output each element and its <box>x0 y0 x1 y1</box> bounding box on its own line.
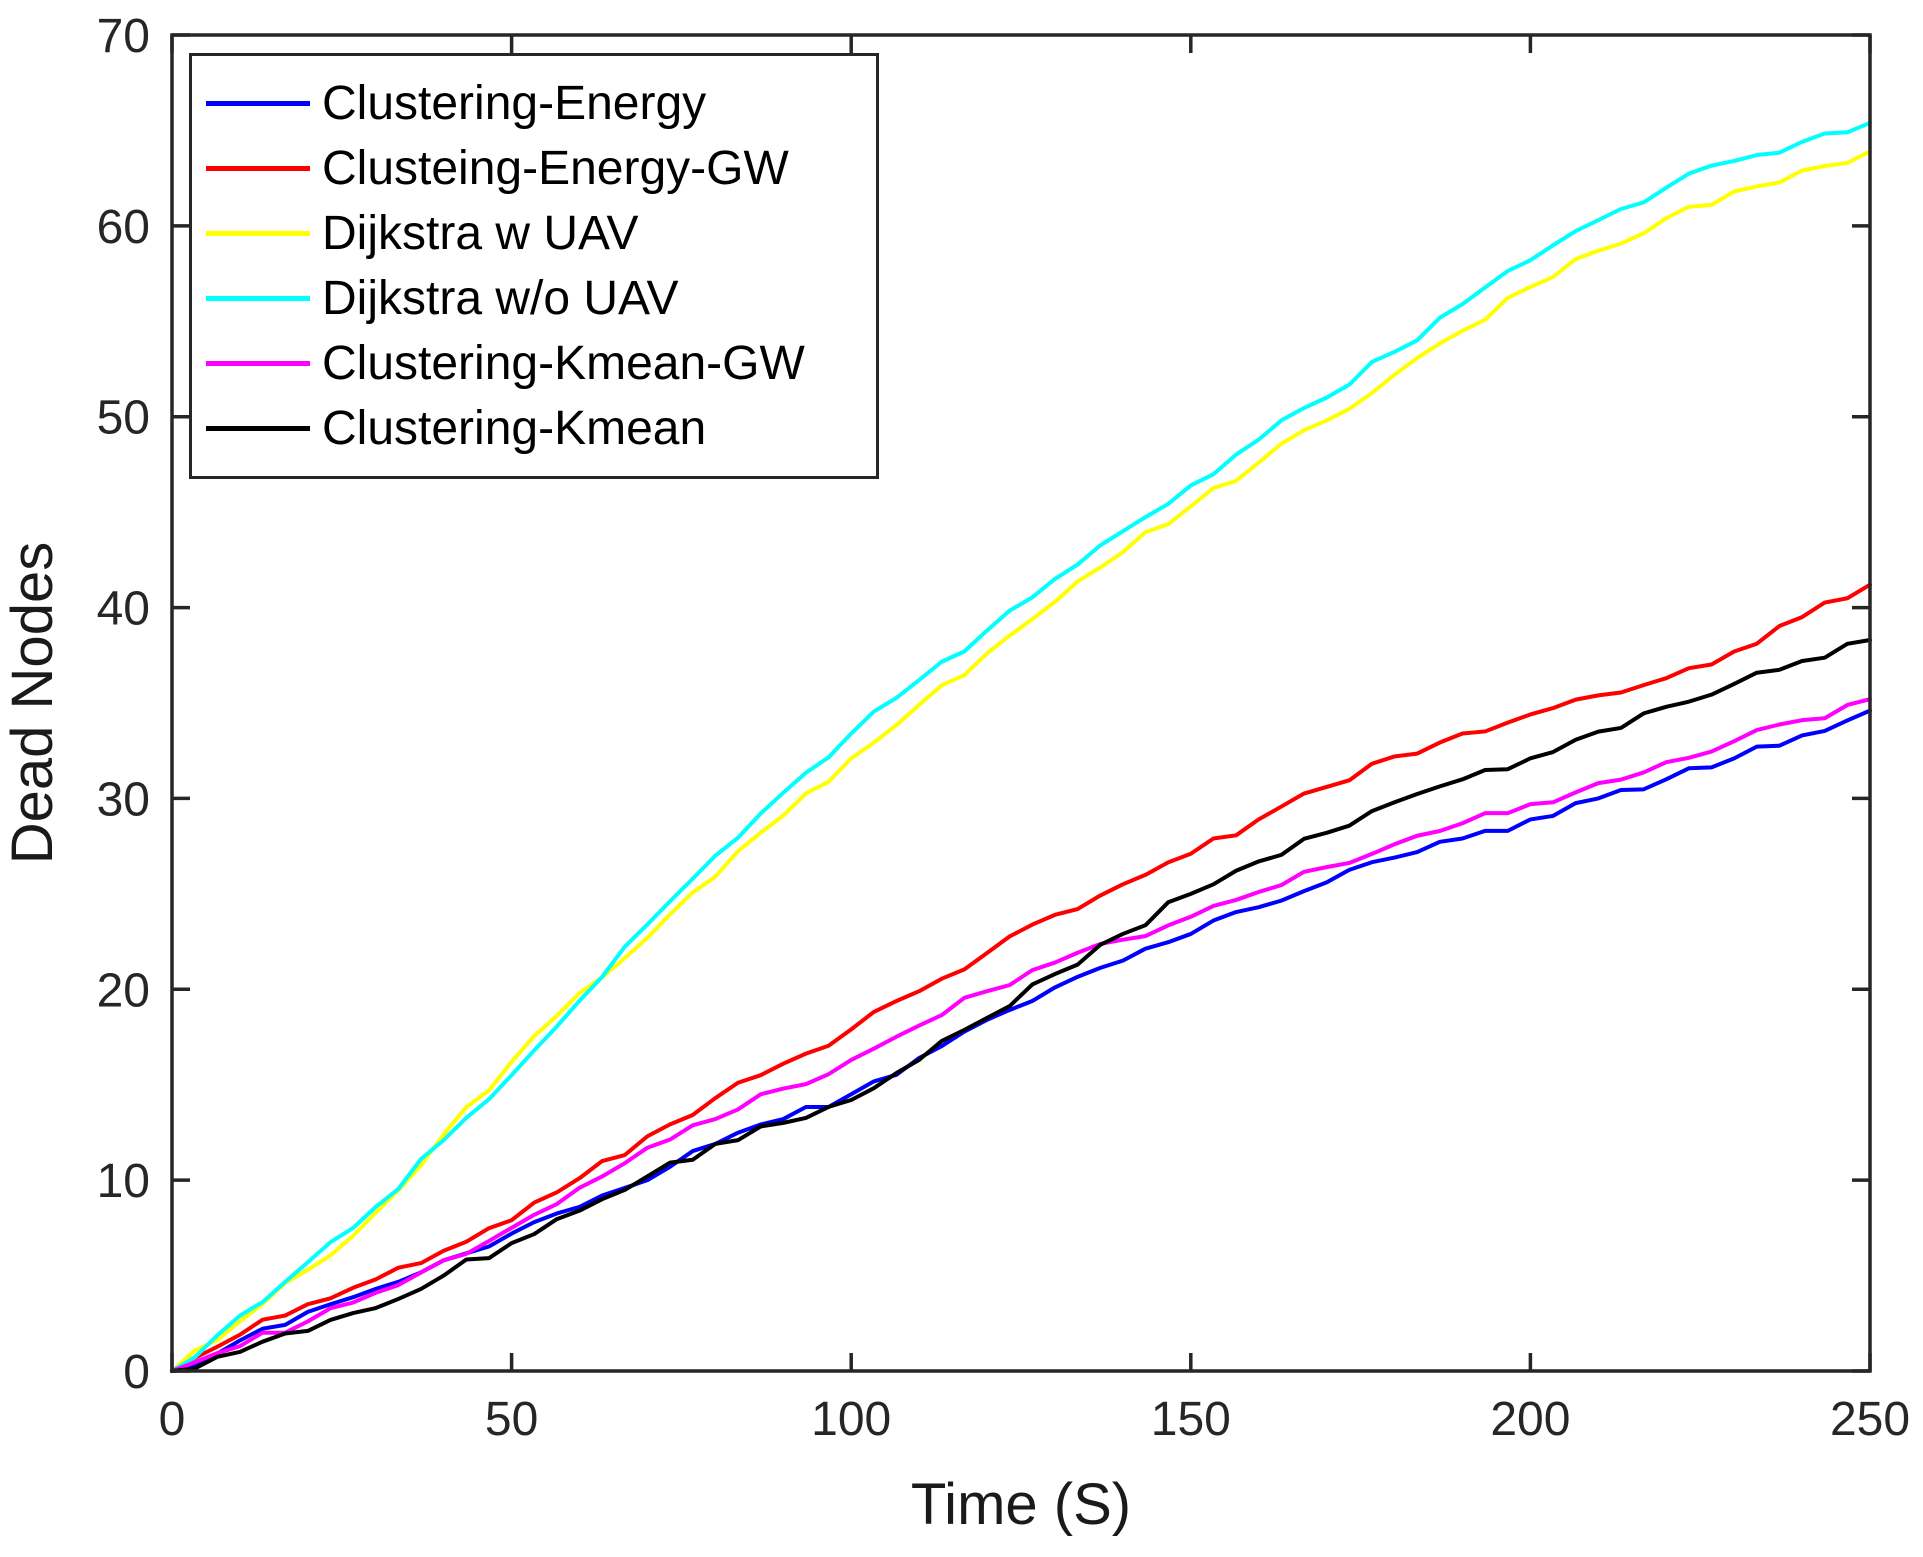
x-tick-label: 50 <box>485 1393 538 1446</box>
legend-line-swatch <box>206 426 310 431</box>
axes-layer: 0 50 100 150 200 250 0 10 20 30 40 50 60 70 <box>97 10 1910 1446</box>
x-tick-label: 200 <box>1490 1393 1570 1446</box>
y-axis-label: Dead Nodes <box>0 542 65 864</box>
legend-item: Clusteing-Energy-GW <box>206 136 876 201</box>
axes-box <box>170 33 1872 1373</box>
legend-line-swatch <box>206 361 310 366</box>
legend-line-swatch <box>206 101 310 106</box>
legend: Clustering-Energy Clusteing-Energy-GW Dijk… <box>189 53 879 479</box>
y-tick-label: 70 <box>97 10 150 63</box>
series-line-clustering-energy <box>170 708 1872 1373</box>
legend-label: Clusteing-Energy-GW <box>322 141 789 195</box>
x-tick-label: 150 <box>1151 1393 1231 1446</box>
legend-line-swatch <box>206 231 310 236</box>
series-line-clustering-kmean-gw <box>170 697 1872 1373</box>
y-tick-label: 30 <box>97 773 150 826</box>
series-line-dijkstra-w-o-uav <box>170 120 1872 1373</box>
series-layer <box>170 120 1872 1373</box>
legend-label: Clustering-Energy <box>322 76 707 130</box>
x-tick-label: 250 <box>1830 1393 1910 1446</box>
y-tick-label: 20 <box>97 964 150 1017</box>
legend-item: Dijkstra w UAV <box>206 201 876 266</box>
series-line-clusteing-energy-gw <box>170 582 1872 1373</box>
series-line-dijkstra-w-uav <box>170 149 1872 1373</box>
series-line-clustering-kmean <box>170 638 1872 1373</box>
y-tick-label: 10 <box>97 1155 150 1208</box>
legend-label: Dijkstra w UAV <box>322 206 639 260</box>
y-tick-label: 40 <box>97 583 150 636</box>
y-tick-label: 60 <box>97 201 150 254</box>
y-tick-label: 0 <box>123 1346 150 1399</box>
legend-item: Clustering-Kmean <box>206 396 876 461</box>
legend-item: Clustering-Kmean-GW <box>206 331 876 396</box>
y-tick-label: 50 <box>97 392 150 445</box>
legend-label: Clustering-Kmean-GW <box>322 336 805 390</box>
legend-label: Clustering-Kmean <box>322 401 707 455</box>
x-axis-label: Time (S) <box>911 1472 1131 1537</box>
x-tick-label: 100 <box>811 1393 891 1446</box>
x-tick-label: 0 <box>159 1393 186 1446</box>
legend-item: Dijkstra w/o UAV <box>206 266 876 331</box>
legend-line-swatch <box>206 296 310 301</box>
legend-item: Clustering-Energy <box>206 71 876 136</box>
legend-line-swatch <box>206 166 310 171</box>
legend-label: Dijkstra w/o UAV <box>322 271 679 325</box>
